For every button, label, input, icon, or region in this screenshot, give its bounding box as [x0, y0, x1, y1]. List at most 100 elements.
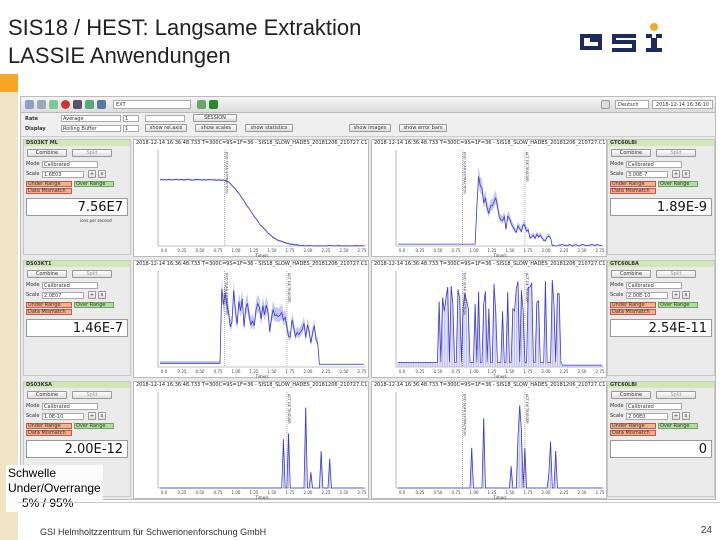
x-tick-label: 0.25 [416, 248, 425, 253]
x-tick-label: 2.50 [578, 369, 587, 374]
signal-plot-1[interactable]: 2018-12-14 16:36:48.733 T=300C=9S=1F=36 … [371, 139, 607, 258]
refresh-icon[interactable] [49, 100, 58, 109]
mode-select[interactable]: Calibrated [626, 282, 682, 289]
language-select[interactable]: Deutsch [615, 100, 649, 109]
pause-icon[interactable] [97, 100, 106, 109]
display-value-input[interactable]: 1 [123, 125, 139, 132]
plot-axis [395, 150, 604, 247]
x-axis-label: Time/s [492, 374, 506, 379]
show-scales-button[interactable]: show scales [195, 124, 237, 132]
current-value-display: 7.56E7 [26, 198, 128, 216]
stop-icon[interactable] [73, 100, 82, 109]
plot-axis [157, 392, 366, 489]
date-field[interactable]: 2018-12-14 16:36:10 [651, 100, 713, 109]
plot-axis [157, 150, 366, 247]
split-button[interactable]: Split [656, 391, 696, 399]
scale-down-button[interactable]: x [98, 412, 106, 420]
footer-divider [18, 502, 720, 503]
under-range-indicator: Under Range [26, 181, 72, 187]
combine-button[interactable]: Combine [27, 391, 67, 399]
data-mismatch-indicator: Data Mismatch [610, 188, 656, 194]
x-tick-label: 2.50 [340, 490, 349, 495]
footer-text: GSI Helmholtzzentrum für Schwerionenfors… [40, 527, 267, 537]
mode-select[interactable]: Calibrated [626, 161, 682, 168]
scale-input[interactable]: 2.00E-10 [626, 292, 668, 299]
settings-icon[interactable] [197, 100, 206, 109]
scale-down-button[interactable]: x [98, 291, 106, 299]
show-error-bars-button[interactable]: show error bars [399, 124, 447, 132]
session-button[interactable]: SESSION [193, 114, 237, 122]
scale-input[interactable]: 2.0E07 [42, 292, 84, 299]
over-range-indicator: Over Range [658, 423, 698, 429]
open-icon[interactable] [25, 100, 34, 109]
mode-select[interactable]: Calibrated [42, 282, 98, 289]
scale-up-button[interactable]: + [88, 170, 96, 178]
x-tick-label: 1.25 [488, 369, 497, 374]
split-button[interactable]: Split [72, 391, 112, 399]
scale-input[interactable]: 2.00E0 [626, 413, 668, 420]
signal-plot-3[interactable]: 2018-12-14 16:36:48.733 T=300C=9S=1F=36 … [371, 260, 607, 379]
scale-down-button[interactable]: x [682, 170, 690, 178]
plot-canvas: 0.0 0.25 0.50 0.75 1.00 1.25 1.50 1.75 2.00 2.25 2… [395, 150, 605, 258]
split-button[interactable]: Split [656, 149, 696, 157]
split-button[interactable]: Split [656, 270, 696, 278]
scale-input[interactable]: 1.0E-10 [42, 413, 84, 420]
play-icon[interactable] [85, 100, 94, 109]
scale-up-button[interactable]: + [672, 170, 680, 178]
x-tick-label: 2.25 [322, 369, 331, 374]
data-mismatch-indicator: Data Mismatch [26, 309, 72, 315]
plot-canvas: 0.0 0.25 0.50 0.75 1.00 1.25 1.50 1.75 2.00 2.25 2… [157, 271, 367, 379]
show-statistics-button[interactable]: show statistics [245, 124, 293, 132]
combine-button[interactable]: Combine [611, 149, 651, 157]
combine-button[interactable]: Combine [27, 149, 67, 157]
signal-plot-2[interactable]: 2018-12-14 16:36:48.733 T=300C=9S=1F=36 … [133, 260, 369, 379]
dropdown-arrow-icon[interactable] [601, 100, 610, 109]
context-dropdown[interactable]: EXT [113, 100, 191, 109]
signal-plot-0[interactable]: 2018-12-14 16:36:48.733 T=300C=9S=1F=36 … [133, 139, 369, 258]
rate-unit-select[interactable] [145, 115, 185, 122]
detector-panel-right-1: GTC60LBA Combine Split Mode Calibrated Scale 2… [607, 260, 715, 376]
threshold-note: Schwelle Under/Overrange 5% / 95% [6, 465, 103, 512]
x-tick-label: 1.00 [232, 490, 241, 495]
record-icon[interactable] [61, 100, 70, 109]
under-range-indicator: Under Range [26, 302, 72, 308]
event-marker-label: ACT DE TRIGGER [525, 273, 529, 303]
signal-plot-5[interactable]: 2018-12-14 16:36:48.733 T=300C=9S=1F=36 … [371, 381, 607, 499]
display-mode-select[interactable]: Rolling Buffer [61, 125, 121, 132]
scale-down-button[interactable]: x [682, 291, 690, 299]
over-range-indicator: Over Range [74, 181, 114, 187]
scale-label: Scale [26, 413, 40, 419]
reload-icon[interactable] [209, 100, 218, 109]
combine-button[interactable]: Combine [611, 391, 651, 399]
scale-down-button[interactable]: x [682, 412, 690, 420]
split-button[interactable]: Split [72, 149, 112, 157]
x-tick-label: 0.75 [452, 490, 461, 495]
mode-select[interactable]: Calibrated [42, 403, 98, 410]
split-button[interactable]: Split [72, 270, 112, 278]
mode-select[interactable]: Calibrated [626, 403, 682, 410]
rate-mode-select[interactable]: Average [61, 115, 121, 122]
scale-up-button[interactable]: + [672, 412, 680, 420]
scale-input[interactable]: 1.6E03 [42, 171, 84, 178]
rate-value-input[interactable]: 1 [123, 115, 139, 122]
show-images-button[interactable]: show images [349, 124, 391, 132]
scale-up-button[interactable]: + [88, 412, 96, 420]
combine-button[interactable]: Combine [611, 270, 651, 278]
scale-input[interactable]: 3.00E-7 [626, 171, 668, 178]
signal-plot-4[interactable]: 2018-12-14 16:36:48.733 T=300C=9S=1F=36 … [133, 381, 369, 499]
plot-canvas: 0.0 0.25 0.50 0.75 1.00 1.25 1.50 1.75 2.00 2.25 2… [157, 392, 367, 499]
scale-up-button[interactable]: + [88, 291, 96, 299]
x-tick-label: 1.25 [488, 490, 497, 495]
x-tick-label: 1.00 [470, 490, 479, 495]
mode-label: Mode [610, 282, 624, 288]
scale-down-button[interactable]: x [98, 170, 106, 178]
x-tick-label: 0.0 [399, 248, 406, 253]
mode-select[interactable]: Calibrated [42, 161, 98, 168]
plot-title: 2018-12-14 16:36:48.733 T=300C=9S=1F=36 … [374, 261, 606, 267]
show-rel-axis-button[interactable]: show rel.axis [145, 124, 187, 132]
scale-up-button[interactable]: + [672, 291, 680, 299]
combine-button[interactable]: Combine [27, 270, 67, 278]
signal-trace [160, 288, 364, 365]
save-icon[interactable] [37, 100, 46, 109]
